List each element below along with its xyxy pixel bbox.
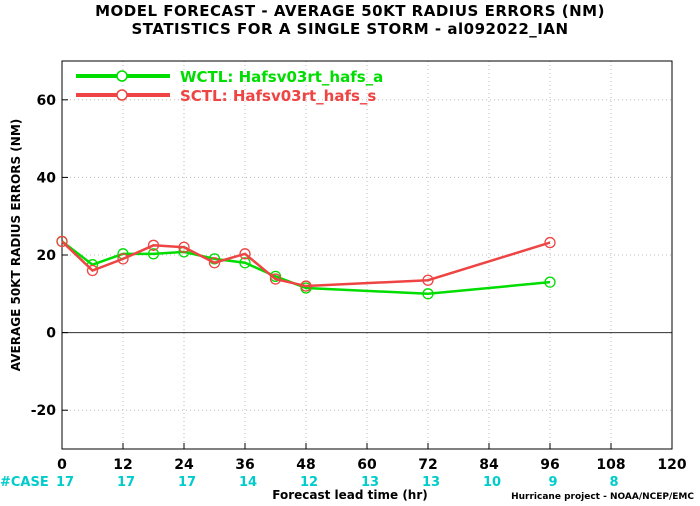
data-point	[422, 288, 434, 300]
legend-label-1: SCTL: Hafsv03rt_hafs_s	[180, 87, 376, 105]
grid-lines	[61, 61, 673, 449]
case-counts: #CASE 17 17 17 14 12 13 13 10 9 8	[0, 475, 619, 490]
x-tick-label: 120	[657, 457, 686, 473]
axis-ticks: 0 12 24 36 48 60 72 84 96 108 120 -20 0 20 40 60	[31, 93, 687, 473]
data-point	[56, 235, 68, 248]
y-tick-label: 20	[37, 248, 57, 264]
series-line-0	[61, 240, 551, 296]
y-tick-label: 60	[37, 93, 57, 109]
x-tick-label: 84	[479, 457, 499, 473]
data-point	[422, 274, 434, 286]
case-count: 12	[300, 475, 318, 490]
data-point	[117, 253, 129, 265]
data-point	[178, 241, 190, 253]
data-point	[147, 248, 160, 260]
x-tick-label: 24	[174, 457, 194, 473]
case-count: 9	[548, 475, 557, 490]
series-line-1	[61, 240, 551, 288]
chart-subtitle: STATISTICS FOR A SINGLE STORM - al092022…	[131, 20, 569, 38]
y-tick-label: 0	[46, 326, 56, 342]
case-count: 17	[178, 475, 196, 490]
case-count: 8	[609, 475, 618, 490]
x-tick-label: 96	[540, 457, 559, 473]
x-tick-label: 108	[596, 457, 625, 473]
case-count: 13	[422, 475, 440, 490]
y-axis-label-svg: AVERAGE 50KT RADIUS ERRORS (NM)	[9, 119, 23, 371]
data-point	[208, 257, 221, 269]
legend-marker-0	[116, 70, 128, 82]
y-tick-label: -20	[31, 403, 57, 419]
x-tick-label: 60	[357, 457, 377, 473]
y-tick-label: 40	[37, 170, 57, 186]
x-axis-label: Forecast lead time (hr)	[272, 488, 428, 502]
data-point	[86, 264, 99, 277]
data-point	[239, 248, 251, 260]
data-point	[544, 276, 556, 288]
data-point	[300, 280, 312, 292]
y-axis-label-text: AVERAGE 50KT RADIUS ERRORS (NM)	[9, 119, 23, 371]
x-tick-label: 12	[113, 457, 132, 473]
legend-label-0: WCTL: Hafsv03rt_hafs_a	[180, 68, 383, 86]
x-tick-label: 0	[57, 457, 67, 473]
credit-text: Hurricane project - NOAA/NCEP/EMC	[511, 492, 694, 502]
x-tick-label: 48	[296, 457, 315, 473]
series-layer	[56, 235, 556, 300]
case-count: 14	[239, 475, 257, 490]
data-point	[239, 257, 251, 269]
case-count: 13	[361, 475, 379, 490]
chart-title: MODEL FORECAST - AVERAGE 50KT RADIUS ERR…	[95, 2, 605, 20]
case-count: 17	[117, 475, 135, 490]
case-count: 10	[483, 475, 501, 490]
x-tick-label: 36	[235, 457, 254, 473]
legend-marker-1	[116, 89, 128, 101]
data-point	[269, 273, 282, 285]
data-point	[147, 239, 160, 251]
case-label: #CASE	[0, 475, 49, 490]
data-point	[544, 236, 556, 249]
x-tick-label: 72	[418, 457, 437, 473]
case-count: 17	[56, 475, 74, 490]
